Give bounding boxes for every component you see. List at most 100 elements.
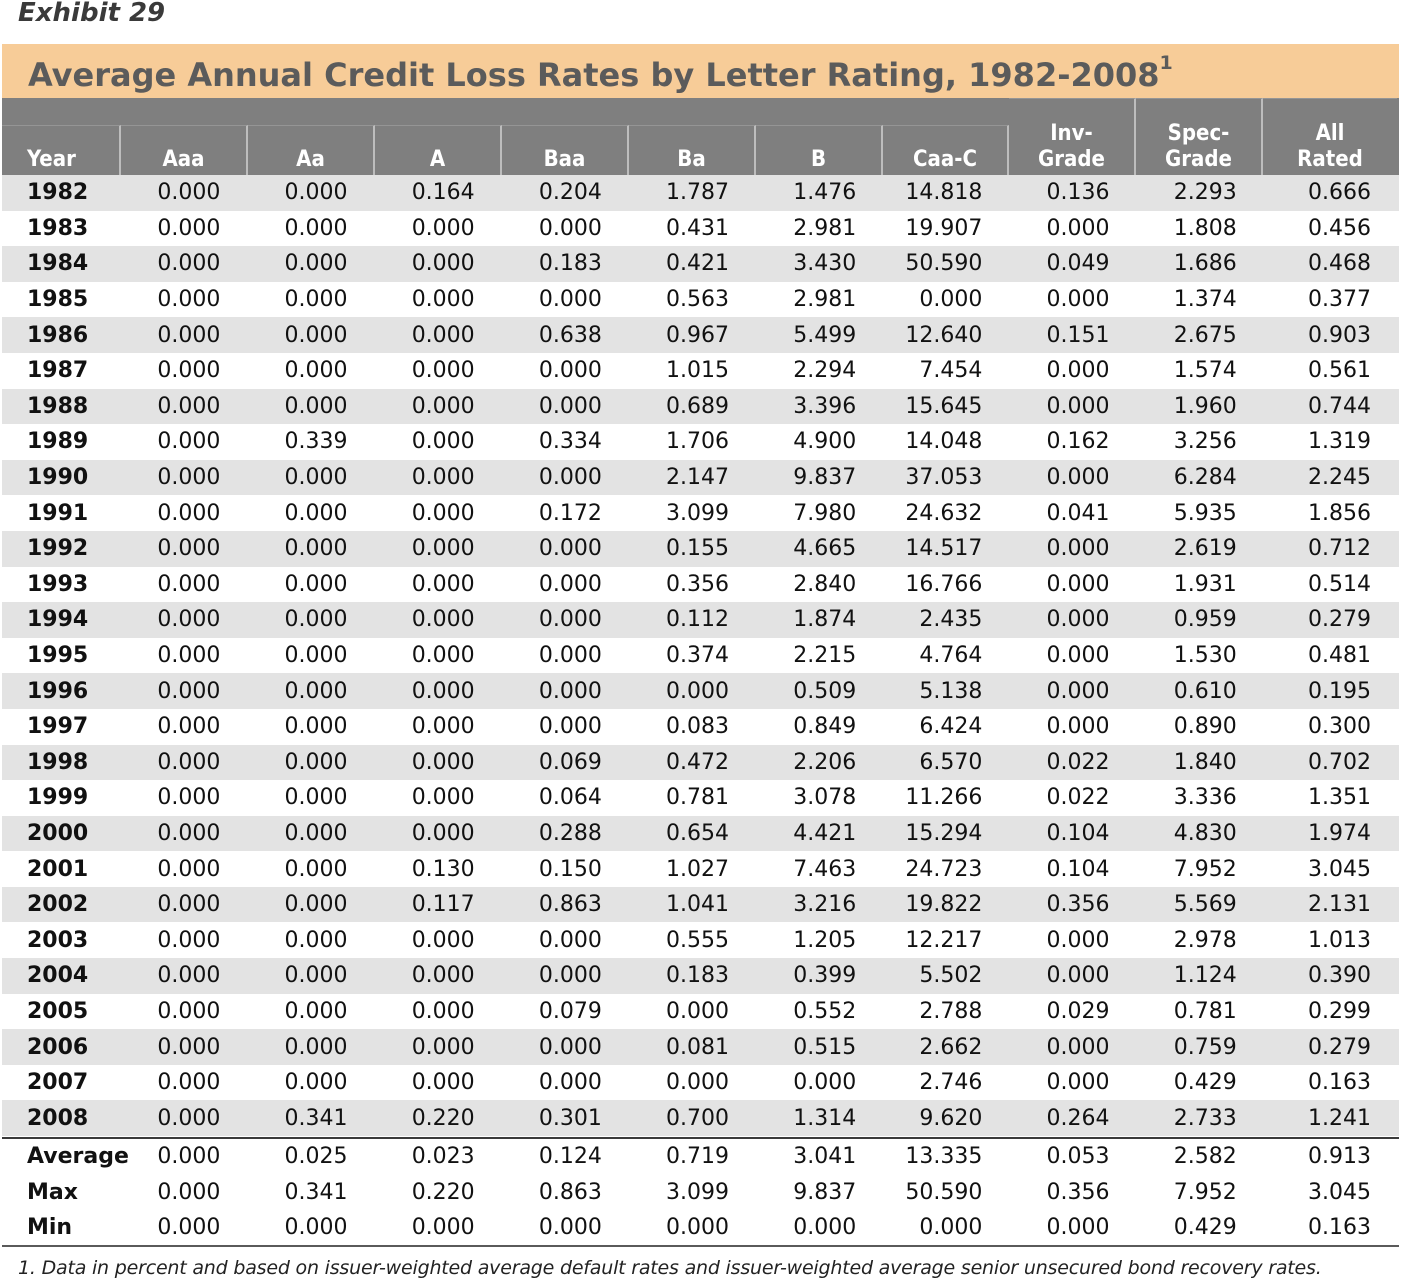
table-cell: 6.284 — [1137, 459, 1265, 496]
table-cell: 2.981 — [793, 215, 857, 241]
row-label: 2007 — [27, 1070, 89, 1096]
footnote: 1. Data in percent and based on issuer-w… — [18, 1257, 1322, 1279]
table-cell: 0.064 — [538, 785, 602, 811]
table-cell: 0.000 — [538, 1215, 602, 1241]
table-cell: 0.654 — [629, 815, 758, 852]
loss-rate-table: 1982 0.000 0.000 0.164 0.204 1.787 1.476 14.818… — [2, 175, 1399, 1137]
footnote-divider — [2, 1245, 1399, 1247]
table-cell: 0.117 — [375, 886, 503, 923]
table-cell: 0.000 — [1046, 571, 1110, 597]
table-title-text: Average Annual Credit Loss Rates by Lett… — [28, 56, 1160, 94]
table-cell: 0.220 — [375, 1100, 503, 1137]
table-cell: 0.000 — [121, 886, 249, 923]
table-cell: 0.000 — [248, 744, 376, 781]
table-cell: 0.000 — [502, 530, 630, 567]
table-cell: 6.424 — [919, 714, 983, 740]
table-cell: 0.000 — [284, 714, 348, 740]
table-cell: 0.849 — [793, 714, 857, 740]
row-label: 1994 — [2, 602, 122, 638]
table-cell: 0.000 — [284, 785, 348, 811]
table-cell: 0.000 — [502, 602, 630, 638]
table-cell: 0.000 — [284, 215, 348, 241]
column-header-label: Ba — [629, 147, 754, 173]
table-cell: 0.000 — [157, 215, 221, 241]
table-cell: 1.974 — [1264, 815, 1399, 852]
table-cell: 1.314 — [757, 1100, 885, 1137]
table-cell: 0.164 — [375, 175, 503, 211]
table-cell: 0.151 — [1010, 317, 1138, 353]
table-cell: 6.570 — [884, 744, 1011, 781]
table-cell: 0.759 — [1137, 1029, 1265, 1065]
table-cell: 3.430 — [757, 246, 885, 282]
table-cell: 0.279 — [1264, 1029, 1399, 1065]
table-cell: 14.517 — [884, 530, 1011, 567]
column-header-line2: A — [429, 147, 446, 172]
table-cell: 0.000 — [375, 388, 503, 425]
table-cell: 0.000 — [284, 358, 348, 384]
table-cell: 7.454 — [919, 358, 983, 384]
table-cell: 0.000 — [157, 571, 221, 597]
table-cell: 0.000 — [411, 287, 475, 313]
row-label: 1996 — [2, 673, 122, 709]
table-cell: 0.136 — [1010, 175, 1138, 211]
table-cell: 1.027 — [666, 856, 730, 882]
table-cell: 1.787 — [629, 175, 758, 211]
table-cell: 2.788 — [919, 998, 983, 1024]
table-cell: 0.000 — [121, 175, 249, 211]
row-label: 2005 — [27, 998, 89, 1024]
row-label: 1989 — [27, 429, 89, 455]
table-cell: 0.000 — [538, 571, 602, 597]
table-cell: 0.356 — [666, 571, 730, 597]
table-cell: 4.665 — [757, 530, 885, 567]
table-cell: 0.000 — [411, 927, 475, 953]
table-cell: 0.610 — [1137, 673, 1265, 709]
column-header-line2: Ba — [677, 147, 706, 172]
table-cell: 0.000 — [411, 643, 475, 669]
table-cell: 3.396 — [757, 388, 885, 425]
table-cell: 0.130 — [411, 856, 475, 882]
column-header-a: A — [375, 125, 502, 175]
table-cell: 0.356 — [1010, 886, 1138, 923]
table-cell: 0.431 — [666, 215, 730, 241]
row-label: 1988 — [2, 388, 122, 425]
table-cell: 14.048 — [905, 429, 983, 455]
table-cell: 2.675 — [1137, 317, 1265, 353]
table-cell: 7.463 — [793, 856, 857, 882]
row-label: 2000 — [2, 815, 122, 852]
table-cell: 9.837 — [793, 1179, 857, 1205]
table-cell: 0.000 — [157, 856, 221, 882]
row-label: 2001 — [27, 856, 89, 882]
table-cell: 0.890 — [1173, 714, 1237, 740]
column-header-inv-grade: Inv- Grade — [1009, 98, 1136, 175]
table-cell: 0.702 — [1264, 744, 1399, 781]
table-cell: 0.083 — [666, 714, 730, 740]
table-cell: 2.978 — [1173, 927, 1237, 953]
table-cell: 0.000 — [121, 744, 249, 781]
table-cell: 0.000 — [121, 1029, 249, 1065]
table-row: 2007 0.000 0.000 0.000 0.000 0.000 0.000 2.746 0… — [2, 1065, 1399, 1101]
table-cell: 0.053 — [1046, 1144, 1110, 1170]
row-label: 2006 — [2, 1029, 122, 1065]
table-row: 2000 0.000 0.000 0.000 0.288 0.654 4.421 15.294… — [2, 815, 1399, 852]
row-label: Min — [27, 1215, 73, 1241]
table-cell: 0.421 — [629, 246, 758, 282]
table-cell: 0.000 — [157, 429, 221, 455]
table-cell: 1.840 — [1137, 744, 1265, 781]
table-cell: 2.746 — [919, 1070, 983, 1096]
table-cell: 2.981 — [793, 287, 857, 313]
column-header-line2: Aa — [296, 147, 325, 172]
table-row: 1991 0.000 0.000 0.000 0.172 3.099 7.980 24.632… — [2, 495, 1399, 531]
table-cell: 0.000 — [1010, 602, 1138, 638]
table-cell: 0.000 — [1010, 1029, 1138, 1065]
table-cell: 0.000 — [284, 287, 348, 313]
table-cell: 16.766 — [905, 571, 983, 597]
table-cell: 0.000 — [375, 602, 503, 638]
table-cell: 0.563 — [666, 287, 730, 313]
table-row: 2008 0.000 0.341 0.220 0.301 0.700 1.314 9.620 0… — [2, 1100, 1399, 1137]
column-header-label: Caa-C — [883, 147, 1007, 173]
summary-table: Average 0.000 0.025 0.023 0.124 0.719 3.041 13.… — [2, 1139, 1399, 1246]
column-header-label: Spec- Grade — [1136, 121, 1261, 173]
table-cell: 0.041 — [1046, 500, 1110, 526]
column-header-caa-c: Caa-C — [883, 125, 1009, 175]
table-cell: 0.967 — [629, 317, 758, 353]
